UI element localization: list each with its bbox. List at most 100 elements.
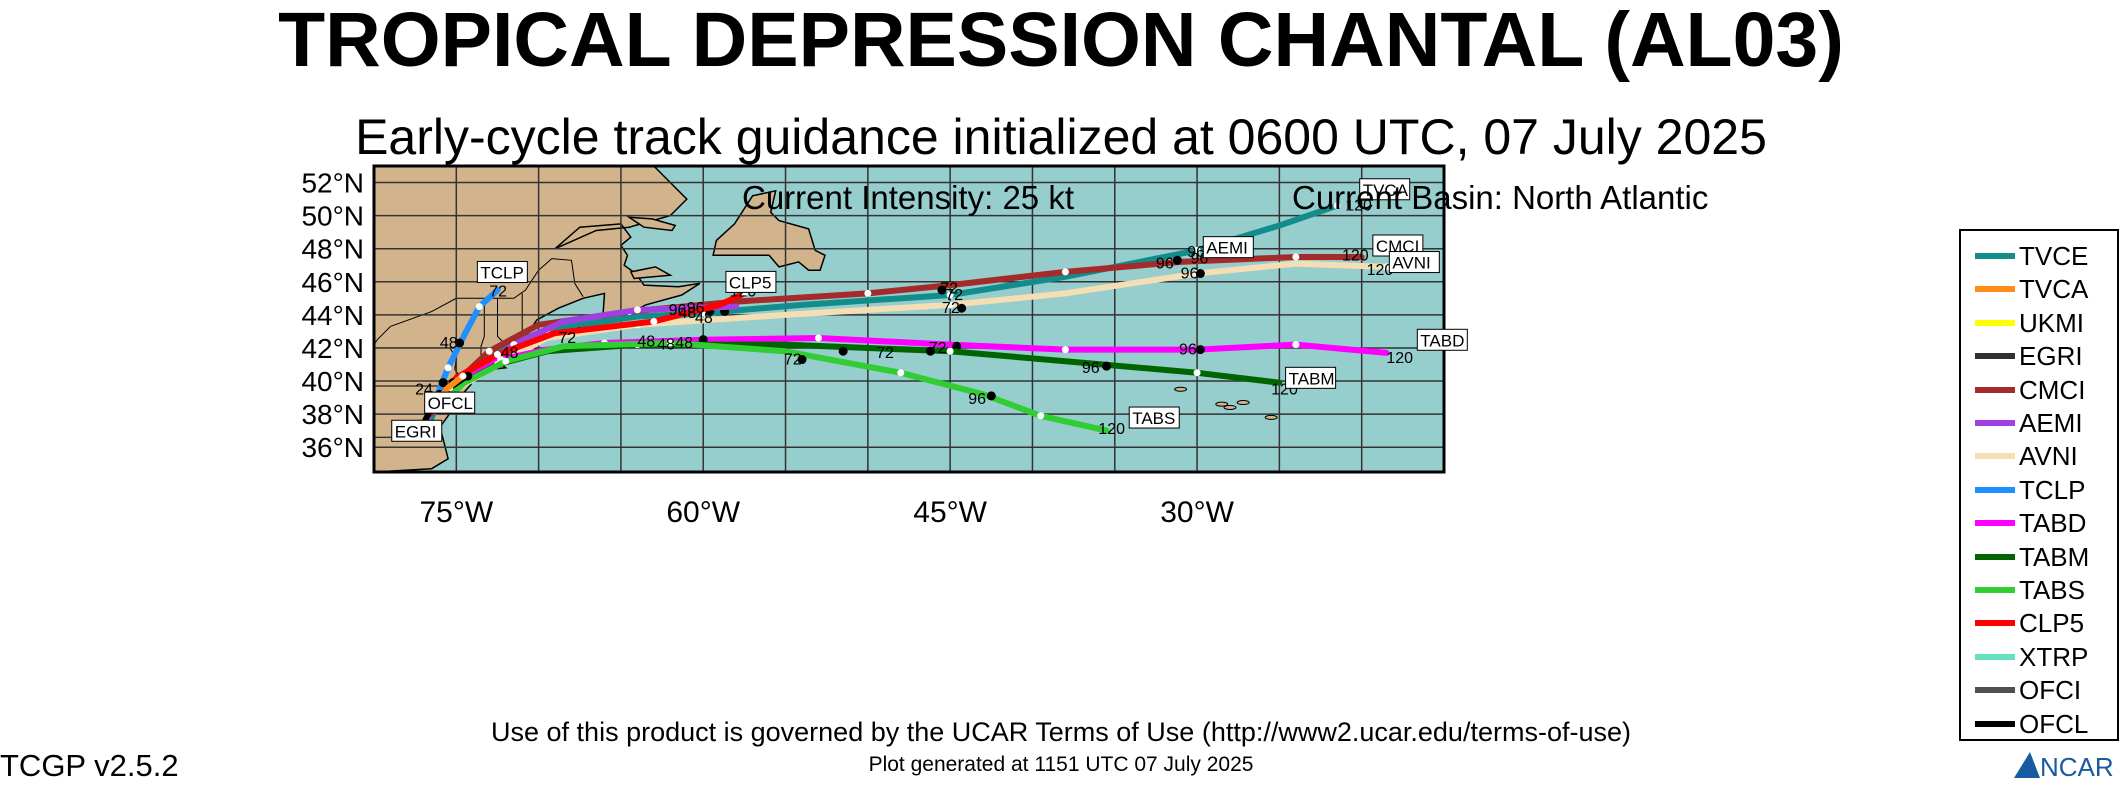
legend-label: AEMI <box>2019 408 2083 438</box>
forecast-hour-label: 48 <box>695 310 713 327</box>
track-dot-cmci <box>937 285 947 295</box>
legend-swatch <box>1975 420 2015 426</box>
forecast-hour-label: 48 <box>501 345 519 362</box>
border-line-0 <box>374 258 584 345</box>
track-dot-tabd <box>952 341 962 351</box>
forecast-hour-label: 120 <box>1367 262 1394 279</box>
azores-island-2 <box>1236 400 1250 406</box>
forecast-hour-label: 48 <box>679 305 697 322</box>
legend-label: AVNI <box>2019 441 2078 472</box>
track-dot-avni <box>957 303 967 313</box>
forecast-hour-label: 72 <box>876 345 894 362</box>
track-marker-avni <box>946 301 954 309</box>
track-marker-cmci <box>485 347 493 355</box>
legend-item-tabm: TABM <box>1975 540 2115 574</box>
plot-generated-time: Plot generated at 1151 UTC 07 July 2025 <box>868 753 1254 776</box>
forecast-hour-label: 120 <box>1098 421 1125 438</box>
track-dot-tabm <box>1102 361 1112 371</box>
track-marker-cmci <box>1292 253 1300 261</box>
track-marker-avni <box>1382 263 1390 271</box>
model-legend: TVCE TVCA UKMI EGRI CMCI AEMI AVNI TCLP TABD TABM… <box>1959 229 2119 741</box>
ncar-logo: NCAR <box>2010 748 2122 782</box>
legend-label: OFCI <box>2019 675 2082 706</box>
legend-label: XTRP <box>2019 641 2089 672</box>
forecast-hour-label: 96 <box>968 391 986 408</box>
legend-swatch <box>1975 720 2015 727</box>
legend-item-tabd: TABD <box>1975 506 2115 540</box>
legend-swatch <box>1975 520 2015 527</box>
forecast-hour-label: 48 <box>440 335 458 352</box>
track-marker-tabs <box>666 339 674 347</box>
forecast-hour-label: 72 <box>945 287 963 304</box>
legend-label: CLP5 <box>2019 608 2085 639</box>
track-dot-cmci <box>1172 255 1182 265</box>
map-frame <box>372 164 1446 474</box>
lat-tick-label: 44°N <box>301 300 364 331</box>
ncar-logo-text: NCAR <box>2040 752 2114 780</box>
track-marker-tabd <box>1292 341 1300 349</box>
forecast-hour-label: 120 <box>1342 247 1369 264</box>
lat-tick-label: 46°N <box>301 267 364 298</box>
legend-swatch <box>1975 453 2015 460</box>
track-tabs <box>436 340 1110 434</box>
model-tag-avni: AVNI <box>1392 254 1430 273</box>
terms-of-use: Use of this product is governed by the U… <box>491 717 1631 747</box>
storm-title: TROPICAL DEPRESSION CHANTAL (AL03) <box>278 0 1844 83</box>
forecast-hour-label: 96 <box>1156 256 1174 273</box>
ncar-logo-mark <box>2014 752 2040 778</box>
legend-label: TABM <box>2019 541 2090 572</box>
forecast-hour-label: 72 <box>942 300 960 317</box>
legend-label: CMCI <box>2019 374 2086 405</box>
track-marker-tvce <box>1193 246 1201 254</box>
lat-tick-label: 40°N <box>301 366 364 397</box>
model-tag-box-ofcl <box>424 391 476 414</box>
legend-item-clp5: CLP5 <box>1975 606 2115 640</box>
legend-swatch <box>1975 653 2015 660</box>
track-dot-tabs <box>986 391 996 401</box>
track-marker-tabm <box>946 347 954 355</box>
forecast-hour-label: 48 <box>637 333 655 350</box>
legend-item-ofci: OFCI <box>1975 673 2115 707</box>
model-tag-box-tvca <box>1359 178 1411 201</box>
legend-label: TCLP <box>2019 474 2086 505</box>
legend-label: TVCE <box>2019 241 2089 271</box>
legend-item-ukmi: UKMI <box>1975 306 2115 340</box>
track-marker-cmci <box>864 289 872 297</box>
forecast-hour-label: 96 <box>1181 265 1199 282</box>
track-dot-ofcl <box>463 371 473 381</box>
model-tag-clp5: CLP5 <box>729 273 772 292</box>
forecast-hour-label: 48 <box>675 335 693 352</box>
legend-label: TABD <box>2019 508 2087 539</box>
legend-label: TABS <box>2019 575 2085 605</box>
legend-label: UKMI <box>2019 307 2084 338</box>
legend-swatch <box>1975 286 2015 293</box>
track-marker-tvce <box>946 291 954 299</box>
azores-island-3 <box>1264 414 1278 420</box>
track-dot-tabm <box>925 346 935 356</box>
model-tag-ofcl: OFCL <box>428 394 473 413</box>
forecast-hour-label: 96 <box>669 302 687 319</box>
legend-swatch <box>1975 553 2015 560</box>
legend-swatch <box>1975 253 2015 259</box>
forecast-hour-label: 72 <box>784 351 802 368</box>
legend-item-tvce: TVCE <box>1975 239 2115 273</box>
azores-island-0 <box>1174 386 1188 392</box>
model-tag-box-clp5 <box>725 270 777 293</box>
lon-tick-label: 30°W <box>1160 496 1234 529</box>
legend-swatch <box>1975 687 2015 694</box>
lon-tick-label: 60°W <box>666 496 740 529</box>
legend-label: EGRI <box>2019 341 2083 372</box>
track-dot-tabm <box>838 346 848 356</box>
legend-label: TVCA <box>2019 274 2089 305</box>
legend-label: OFCL <box>2019 708 2089 739</box>
track-marker-clp5 <box>493 351 501 359</box>
forecast-hour-label: 96 <box>1082 360 1100 377</box>
forecast-hour-label: 48 <box>657 337 675 354</box>
model-tag-tabs: TABS <box>1132 409 1175 428</box>
forecast-hour-label: 120 <box>1345 198 1372 215</box>
model-tag-tclp: TCLP <box>480 263 523 282</box>
track-marker-tvca <box>459 372 467 380</box>
legend-swatch <box>1975 620 2015 627</box>
track-marker-tabm <box>1193 369 1201 377</box>
